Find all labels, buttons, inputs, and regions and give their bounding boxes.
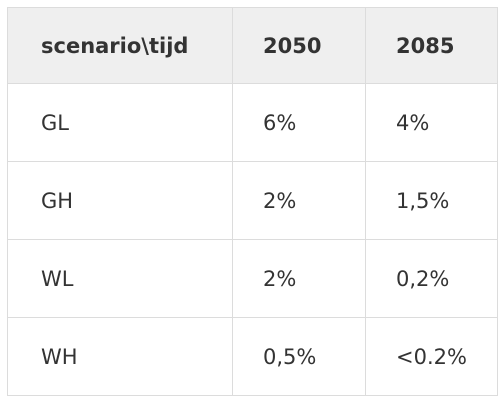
table-cell: GL: [7, 83, 233, 162]
header-cell: scenario\tijd: [7, 7, 233, 84]
table-body: GL 6% 4% GH 2% 1,5% WL 2% 0,2% WH 0,5% <0.2%: [7, 83, 498, 396]
table-row: WH 0,5% <0.2%: [7, 317, 498, 396]
table: scenario\tijd 2050 2085 GL 6% 4% GH 2% 1,5% WL 2%…: [7, 7, 498, 396]
table-cell: 1,5%: [365, 161, 498, 240]
table-cell: 6%: [232, 83, 366, 162]
table-row: GL 6% 4%: [7, 83, 498, 162]
table-cell: 4%: [365, 83, 498, 162]
table-cell: WL: [7, 239, 233, 318]
table-cell: 2%: [232, 161, 366, 240]
table-cell: GH: [7, 161, 233, 240]
table-cell: 0,5%: [232, 317, 366, 396]
table-cell: 0,2%: [365, 239, 498, 318]
header-row: scenario\tijd 2050 2085: [7, 7, 498, 84]
header-cell: 2085: [365, 7, 498, 84]
table-row: GH 2% 1,5%: [7, 161, 498, 240]
table-row: WL 2% 0,2%: [7, 239, 498, 318]
table-cell: WH: [7, 317, 233, 396]
table-cell: 2%: [232, 239, 366, 318]
table-cell: <0.2%: [365, 317, 498, 396]
header-cell: 2050: [232, 7, 366, 84]
